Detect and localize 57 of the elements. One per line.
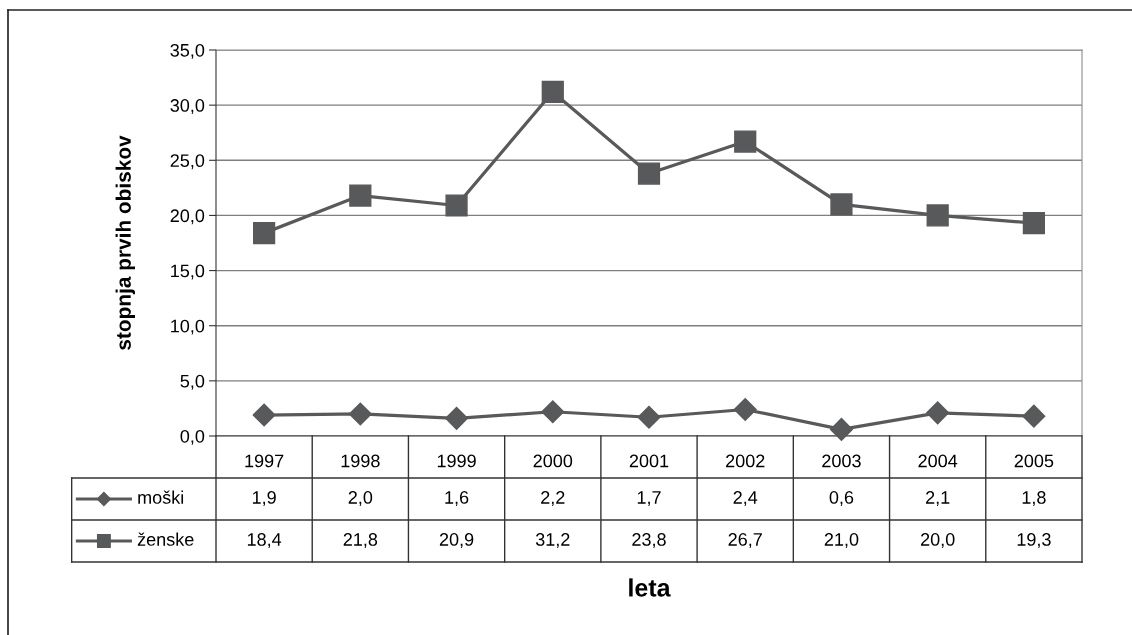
point [252, 403, 276, 427]
point [926, 204, 949, 227]
point [348, 402, 372, 426]
data-label: 2,2 [541, 491, 565, 506]
x-tick-label: 2000 [533, 454, 573, 468]
point [541, 400, 565, 424]
y-tick-label: 35,0 [170, 43, 205, 59]
data-label: 2,4 [733, 491, 758, 506]
point [349, 184, 372, 207]
point [1022, 404, 1046, 428]
y-tick-label: 25,0 [170, 154, 205, 170]
x-tick-label: 2003 [822, 454, 861, 468]
point [637, 405, 661, 429]
x-axis-title: leta [629, 578, 671, 597]
point [733, 398, 757, 422]
y-axis-title: stopnja prvih obiskov [115, 135, 135, 350]
data-label: 26,7 [728, 533, 762, 548]
data-label: 1,9 [252, 491, 276, 506]
point [252, 221, 276, 245]
y-tick-label: 30,0 [170, 99, 205, 114]
data-label: 21,8 [343, 533, 378, 548]
data-label: 23,8 [632, 533, 666, 548]
data-label: 1,7 [637, 491, 661, 506]
data-label: 2,1 [926, 491, 950, 506]
point [541, 80, 564, 104]
y-tick-label: 10,0 [171, 319, 205, 335]
data-label: 1,8 [1022, 491, 1046, 506]
data-label: 18,4 [247, 533, 282, 548]
y-tick-label: 20,0 [170, 209, 205, 225]
data-label: 31,2 [535, 533, 570, 548]
point [637, 162, 661, 185]
point [830, 193, 853, 216]
data-label: 0,6 [829, 491, 854, 506]
y-tick-label: 15,0 [171, 264, 205, 280]
x-tick-label: 1998 [341, 454, 380, 468]
data-label: 21,0 [824, 533, 859, 548]
point [829, 417, 853, 441]
point [926, 401, 950, 425]
x-tick-label: 2004 [918, 454, 958, 468]
y-tick-label: 0,0 [180, 429, 205, 445]
data-label: 19,3 [1017, 533, 1051, 548]
x-tick-label: 2001 [629, 454, 669, 468]
point [445, 406, 469, 430]
x-tick-label: 2005 [1014, 454, 1054, 468]
data-label: 1,6 [445, 491, 469, 506]
x-tick-label: 1997 [245, 454, 284, 468]
point [445, 194, 468, 217]
y-tick-label: 5,0 [180, 374, 205, 390]
x-tick-label: 1999 [437, 454, 476, 468]
data-label: 20,9 [439, 533, 474, 548]
x-tick-label: 2002 [726, 454, 765, 468]
point [1022, 212, 1046, 235]
data-label: 2,0 [348, 491, 373, 506]
legend-label: ženske [137, 532, 194, 546]
legend-label: moški [138, 490, 184, 504]
data-label: 20,0 [921, 533, 955, 548]
point [734, 130, 757, 153]
